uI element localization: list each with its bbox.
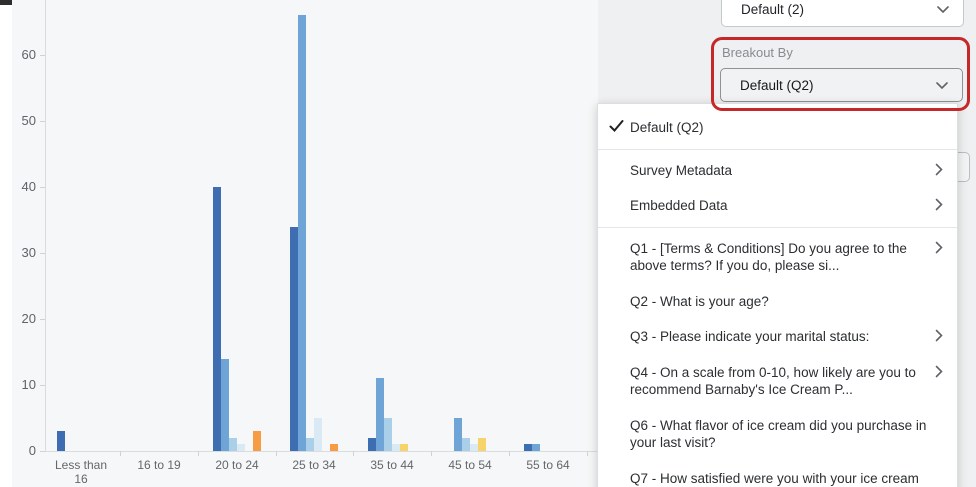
y-axis-tick: [40, 187, 45, 188]
dataset-dropdown[interactable]: Default (2): [721, 0, 964, 27]
x-axis-tick: [431, 451, 432, 456]
y-axis-tick-label: 50: [21, 113, 36, 128]
chevron-down-icon: [936, 78, 948, 93]
y-axis-tick: [40, 121, 45, 122]
menu-item-q6[interactable]: Q6 - What flavor of ice cream did you pu…: [598, 408, 957, 461]
y-axis-tick-label: 0: [28, 443, 36, 458]
y-axis-tick: [40, 253, 45, 254]
bar-yellow[interactable]: [478, 438, 486, 451]
bar-pale-blue[interactable]: [237, 444, 245, 451]
menu-item-label: Q7 - How satisfied were you with your ic…: [630, 470, 919, 486]
y-axis-tick-label: 30: [21, 245, 36, 260]
y-axis-tick: [40, 451, 45, 452]
menu-item-label: Q6 - What flavor of ice cream did you pu…: [630, 417, 927, 451]
x-axis-category-label: 35 to 44: [370, 458, 414, 472]
y-axis-tick: [40, 385, 45, 386]
y-axis-tick: [40, 55, 45, 56]
bar-dark-blue[interactable]: [290, 227, 298, 451]
chevron-right-icon: [935, 365, 943, 383]
chevron-right-icon: [935, 198, 943, 216]
bar-medium-blue[interactable]: [454, 418, 462, 451]
scrollbar-thumb[interactable]: [0, 0, 12, 5]
x-axis-category-label: 16 to 19: [137, 458, 181, 472]
bar-dark-blue[interactable]: [368, 438, 376, 451]
bar-light-blue[interactable]: [462, 438, 470, 451]
x-axis-tick: [198, 451, 199, 456]
x-axis-category-label: 55 to 64: [526, 458, 570, 472]
x-axis-tick: [587, 451, 588, 456]
menu-item-q4[interactable]: Q4 - On a scale from 0-10, how likely ar…: [598, 355, 957, 408]
menu-divider: [598, 148, 957, 150]
bar-dark-blue[interactable]: [57, 431, 65, 451]
bar-medium-blue[interactable]: [376, 378, 384, 451]
bar-chart: 0 10 20 30 40 50 60 Less than 16 16 to 19 20 to 2…: [21, 0, 598, 486]
y-axis-tick-label: 40: [21, 179, 36, 194]
menu-item-label: Survey Metadata: [630, 162, 733, 178]
y-axis-tick: [40, 319, 45, 320]
bar-medium-blue[interactable]: [532, 444, 540, 451]
menu-item-q1[interactable]: Q1 - [Terms & Conditions] Do you agree t…: [598, 231, 957, 284]
menu-item-default-q2[interactable]: Default (Q2): [598, 110, 957, 146]
menu-item-label: Q3 - Please indicate your marital status…: [630, 329, 870, 344]
x-axis-category-label: 45 to 54: [448, 458, 492, 472]
bar-pale-blue[interactable]: [392, 444, 400, 451]
bar-light-blue[interactable]: [229, 438, 237, 451]
menu-item-embedded-data[interactable]: Embedded Data: [598, 188, 957, 224]
bar-light-blue[interactable]: [384, 418, 392, 451]
chevron-right-icon: [935, 163, 943, 181]
chevron-right-icon: [935, 241, 943, 259]
x-axis-category-label: Less than 16: [54, 458, 108, 486]
breakout-dropdown-value: Default (Q2): [740, 77, 814, 93]
menu-item-label: Default (Q2): [630, 120, 704, 135]
y-axis-tick-label: 10: [21, 377, 36, 392]
menu-item-label: Q1 - [Terms & Conditions] Do you agree t…: [630, 240, 907, 274]
bar-light-blue[interactable]: [306, 438, 314, 451]
menu-item-label: Embedded Data: [630, 198, 728, 213]
bar-pale-blue[interactable]: [314, 418, 322, 451]
menu-item-q3[interactable]: Q3 - Please indicate your marital status…: [598, 319, 957, 355]
breakout-dropdown-menu: Default (Q2) Survey Metadata Embedded Data…: [597, 103, 958, 487]
y-axis-tick-label: 60: [21, 47, 36, 62]
dataset-dropdown-value: Default (2): [741, 1, 805, 17]
menu-divider: [598, 226, 957, 228]
x-axis-category-label: 25 to 34: [292, 458, 336, 472]
checkmark-icon: [609, 119, 624, 138]
x-axis-tick: [353, 451, 354, 456]
menu-item-q7[interactable]: Q7 - How satisfied were you with your ic…: [598, 461, 957, 487]
bar-pale-blue[interactable]: [470, 444, 478, 451]
y-axis-line: [45, 0, 46, 451]
scrollbar-track[interactable]: [0, 0, 12, 487]
x-axis-tick: [120, 451, 121, 456]
bar-orange[interactable]: [330, 444, 338, 451]
chevron-right-icon: [935, 329, 943, 347]
y-axis-tick-label: 20: [21, 311, 36, 326]
x-axis-category-label: 20 to 24: [215, 458, 259, 472]
chevron-down-icon: [937, 2, 949, 17]
breakout-dropdown[interactable]: Default (Q2): [720, 68, 963, 102]
bar-dark-blue[interactable]: [524, 444, 532, 451]
menu-item-survey-metadata[interactable]: Survey Metadata: [598, 153, 957, 189]
bar-dark-blue[interactable]: [213, 187, 221, 451]
x-axis-tick: [509, 451, 510, 456]
menu-item-q2[interactable]: Q2 - What is your age?: [598, 284, 957, 320]
bar-orange[interactable]: [253, 431, 261, 451]
breakout-by-label: Breakout By: [722, 45, 793, 60]
bar-medium-blue[interactable]: [298, 15, 306, 451]
menu-item-label: Q4 - On a scale from 0-10, how likely ar…: [630, 364, 916, 398]
x-axis-line: [45, 451, 598, 452]
x-axis-tick: [276, 451, 277, 456]
bar-medium-blue[interactable]: [221, 359, 229, 451]
bar-yellow[interactable]: [400, 444, 408, 451]
menu-item-label: Q2 - What is your age?: [630, 293, 769, 309]
